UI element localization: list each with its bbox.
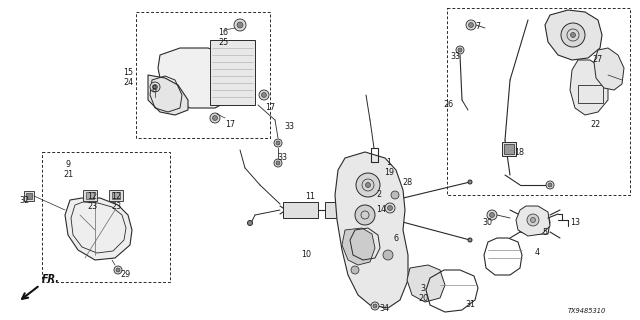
Polygon shape xyxy=(545,10,602,60)
Circle shape xyxy=(248,220,253,226)
Bar xyxy=(42,152,170,282)
Text: 13: 13 xyxy=(570,218,580,227)
Polygon shape xyxy=(148,75,188,115)
Circle shape xyxy=(276,141,280,145)
Bar xyxy=(502,142,516,156)
Polygon shape xyxy=(570,60,608,115)
Bar xyxy=(83,190,97,201)
Text: 30: 30 xyxy=(482,218,492,227)
Circle shape xyxy=(114,266,122,274)
Text: 32: 32 xyxy=(20,196,30,205)
Text: 33: 33 xyxy=(450,52,460,61)
Text: 12
23: 12 23 xyxy=(87,192,97,212)
Circle shape xyxy=(212,116,218,121)
Polygon shape xyxy=(407,265,445,302)
Circle shape xyxy=(490,212,495,218)
Text: 15
24: 15 24 xyxy=(123,68,133,87)
Circle shape xyxy=(466,20,476,30)
Circle shape xyxy=(385,203,395,213)
Text: 12
23: 12 23 xyxy=(111,192,121,212)
Circle shape xyxy=(527,214,539,226)
Bar xyxy=(109,190,123,201)
Circle shape xyxy=(387,205,392,211)
Circle shape xyxy=(356,173,380,197)
Circle shape xyxy=(468,238,472,242)
Text: 1
19: 1 19 xyxy=(384,158,394,177)
Bar xyxy=(112,192,120,199)
Circle shape xyxy=(210,113,220,123)
Text: 7: 7 xyxy=(475,22,480,31)
Text: 5: 5 xyxy=(542,228,547,237)
Circle shape xyxy=(150,82,160,92)
Bar xyxy=(24,191,34,201)
Circle shape xyxy=(274,139,282,147)
Circle shape xyxy=(383,250,393,260)
Text: TX9485310: TX9485310 xyxy=(568,308,606,314)
Text: 4: 4 xyxy=(535,248,540,257)
Bar xyxy=(136,12,270,138)
Polygon shape xyxy=(335,152,408,308)
Circle shape xyxy=(468,22,474,28)
Circle shape xyxy=(355,205,375,225)
Text: 6: 6 xyxy=(393,234,398,243)
Text: 33: 33 xyxy=(284,122,294,131)
Bar xyxy=(86,192,94,199)
Bar xyxy=(578,85,603,103)
Circle shape xyxy=(531,218,536,222)
Bar xyxy=(283,202,318,218)
Text: 31: 31 xyxy=(465,300,475,309)
Text: 2: 2 xyxy=(376,190,381,199)
Text: 17: 17 xyxy=(265,103,275,112)
Text: 29: 29 xyxy=(120,270,131,279)
Polygon shape xyxy=(594,48,624,90)
Circle shape xyxy=(456,46,464,54)
Circle shape xyxy=(152,84,157,90)
Text: 8: 8 xyxy=(152,85,157,94)
Text: 17: 17 xyxy=(225,120,235,129)
Circle shape xyxy=(371,302,379,310)
Circle shape xyxy=(570,33,575,37)
Polygon shape xyxy=(342,228,375,265)
Circle shape xyxy=(237,22,243,28)
Polygon shape xyxy=(516,206,550,236)
Polygon shape xyxy=(158,48,238,108)
Text: 3
20: 3 20 xyxy=(418,284,428,303)
Circle shape xyxy=(546,181,554,189)
Text: 27: 27 xyxy=(592,55,602,64)
Circle shape xyxy=(259,90,269,100)
Text: 28: 28 xyxy=(402,178,412,187)
Circle shape xyxy=(262,92,266,98)
Circle shape xyxy=(548,183,552,187)
Circle shape xyxy=(391,191,399,199)
Text: 10: 10 xyxy=(301,250,311,259)
Bar xyxy=(325,202,370,218)
Bar xyxy=(26,193,32,199)
Circle shape xyxy=(276,161,280,165)
Circle shape xyxy=(274,159,282,167)
Circle shape xyxy=(234,19,246,31)
Circle shape xyxy=(116,268,120,272)
Circle shape xyxy=(458,48,462,52)
Text: 11: 11 xyxy=(305,192,315,201)
Text: 22: 22 xyxy=(590,120,600,129)
Circle shape xyxy=(373,304,377,308)
Bar xyxy=(447,8,630,195)
Text: 34: 34 xyxy=(379,304,389,313)
Text: 14: 14 xyxy=(376,205,386,214)
Circle shape xyxy=(351,266,359,274)
Bar xyxy=(210,40,255,105)
Circle shape xyxy=(468,180,472,184)
Text: 18: 18 xyxy=(514,148,524,157)
Text: 16
25: 16 25 xyxy=(218,28,228,47)
Text: FR.: FR. xyxy=(42,274,60,284)
Circle shape xyxy=(487,210,497,220)
Bar xyxy=(504,144,514,154)
Text: 9
21: 9 21 xyxy=(63,160,73,180)
Circle shape xyxy=(365,182,371,188)
Polygon shape xyxy=(65,198,132,260)
Text: 26: 26 xyxy=(443,100,453,109)
Text: 33: 33 xyxy=(277,153,287,162)
Circle shape xyxy=(561,23,585,47)
